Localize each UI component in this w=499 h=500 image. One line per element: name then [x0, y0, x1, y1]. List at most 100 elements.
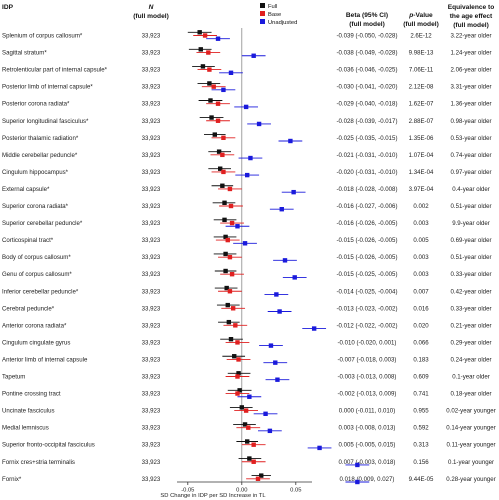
row-beta-ci: -0.029 (-0.040, -0.018): [337, 101, 398, 108]
row-age-equivalence: 3.31-year older: [451, 84, 492, 91]
row-p-value: 0.016: [413, 305, 429, 312]
row-idp-label: Corticospinal tract*: [2, 237, 54, 244]
row-age-equivalence: 1.24-year older: [451, 50, 492, 57]
point-unadjusted: [221, 87, 226, 93]
row-beta-ci: 0.018 (0.009, 0.027): [340, 476, 395, 483]
legend-label-base: Base: [268, 12, 281, 18]
point-full: [197, 30, 202, 35]
row-beta-ci: -0.012 (-0.022, -0.002): [337, 322, 398, 329]
row-p-value: 0.007: [413, 288, 429, 295]
point-base: [233, 323, 238, 328]
row-idp-label: Uncinate fasciculus: [2, 408, 55, 415]
row-n-value: 33,923: [142, 476, 161, 483]
point-full: [259, 473, 264, 478]
row-beta-ci: 0.007 (-0.003, 0.018): [339, 459, 396, 466]
point-base: [225, 237, 230, 243]
row-idp-label: Genu of corpus callosum*: [2, 271, 72, 278]
row-p-value: 0.609: [413, 374, 429, 381]
header-beta-sub: (full model): [349, 21, 385, 28]
point-full: [239, 405, 244, 410]
row-n-value: 33,923: [142, 220, 161, 227]
point-unadjusted: [275, 377, 280, 382]
row-n-value: 33,923: [142, 254, 161, 261]
row-idp-label: Inferior cerebellar peduncle*: [2, 288, 79, 295]
row-beta-ci: -0.002 (-0.013, 0.009): [338, 391, 397, 398]
row-n-value: 33,923: [142, 442, 161, 449]
row-beta-ci: -0.010 (-0.020, 0.001): [338, 339, 397, 346]
row-p-value: 0.592: [413, 425, 429, 432]
row-idp-label: Anterior corona radiata*: [2, 322, 67, 329]
point-base: [243, 408, 249, 413]
row-age-equivalence: 0.4-year older: [452, 186, 490, 193]
row-beta-ci: -0.038 (-0.049, -0.028): [337, 50, 398, 57]
point-base: [227, 254, 233, 260]
row-p-value: 1.35E-06: [409, 135, 434, 142]
row-n-value: 33,923: [142, 152, 161, 159]
point-base: [229, 272, 235, 277]
point-unadjusted: [248, 155, 253, 161]
point-full: [207, 81, 212, 86]
row-beta-ci: -0.003 (-0.013, 0.008): [338, 374, 397, 381]
point-full: [223, 234, 228, 240]
point-base: [251, 459, 256, 464]
point-full: [216, 149, 222, 154]
row-p-value: 0.741: [413, 391, 429, 398]
row-age-equivalence: 0.97-year older: [451, 169, 492, 176]
point-base: [220, 152, 225, 158]
point-base: [246, 425, 251, 430]
point-full: [237, 388, 242, 393]
row-age-equivalence: 0.33-year older: [451, 305, 492, 312]
point-base: [207, 67, 212, 72]
row-n-value: 33,923: [142, 118, 161, 125]
row-n-value: 33,923: [142, 374, 161, 381]
point-unadjusted: [288, 138, 293, 144]
row-n-value: 33,923: [142, 271, 161, 278]
header-idp: IDP: [2, 4, 14, 11]
point-full: [209, 115, 214, 120]
row-n-value: 33,923: [142, 322, 161, 329]
row-age-equivalence: 0.24-year older: [451, 356, 492, 363]
row-p-value: 1.07E-04: [409, 152, 434, 159]
row-beta-ci: -0.021 (-0.031, -0.010): [337, 152, 398, 159]
row-n-value: 33,923: [142, 459, 161, 466]
row-p-value: 2.12E-08: [409, 84, 434, 91]
point-full: [236, 371, 241, 376]
point-base: [227, 289, 233, 294]
point-base: [236, 357, 241, 362]
row-n-value: 33,923: [142, 408, 161, 415]
row-idp-label: Superior longitudinal fasciculus*: [2, 118, 89, 125]
legend-label-full: Full: [268, 4, 277, 10]
point-unadjusted: [282, 258, 288, 263]
row-idp-label: Middle cerebellar peduncle*: [2, 152, 78, 159]
table-header: IDP N (full model) Beta (95% CI) (full m…: [2, 4, 494, 29]
point-unadjusted: [317, 445, 322, 451]
row-n-value: 33,923: [142, 237, 161, 244]
row-idp-label: Splenium of corpus callosum*: [2, 33, 83, 40]
row-beta-ci: -0.030 (-0.041, -0.020): [337, 84, 398, 91]
row-idp-label: Cingulum hippocampus*: [2, 169, 69, 176]
row-age-equivalence: 0.29-year older: [451, 339, 492, 346]
point-full: [198, 47, 203, 52]
row-p-value: 0.183: [413, 356, 429, 363]
row-n-value: 33,923: [142, 305, 161, 312]
point-base: [251, 442, 256, 447]
point-unadjusted: [292, 275, 297, 280]
point-full: [225, 302, 230, 308]
row-idp-label: Body of corpus callosum*: [2, 254, 71, 261]
header-pvalue-title: p-Value: [408, 12, 433, 19]
point-base: [229, 220, 235, 226]
row-idp-label: Tapetum: [2, 374, 25, 381]
row-n-value: 33,923: [142, 339, 161, 346]
point-full: [222, 217, 227, 223]
row-age-equivalence: 0.51-year older: [451, 203, 492, 210]
point-unadjusted: [311, 326, 317, 331]
row-p-value: 0.066: [413, 339, 429, 346]
point-base: [206, 50, 211, 55]
point-full: [220, 183, 225, 188]
point-full: [200, 64, 206, 69]
point-full: [212, 132, 217, 137]
row-age-equivalence: 0.14-year younger: [446, 425, 495, 432]
row-idp-label: External capsule*: [2, 186, 50, 193]
row-n-value: 33,923: [142, 169, 161, 176]
point-unadjusted: [274, 292, 279, 297]
